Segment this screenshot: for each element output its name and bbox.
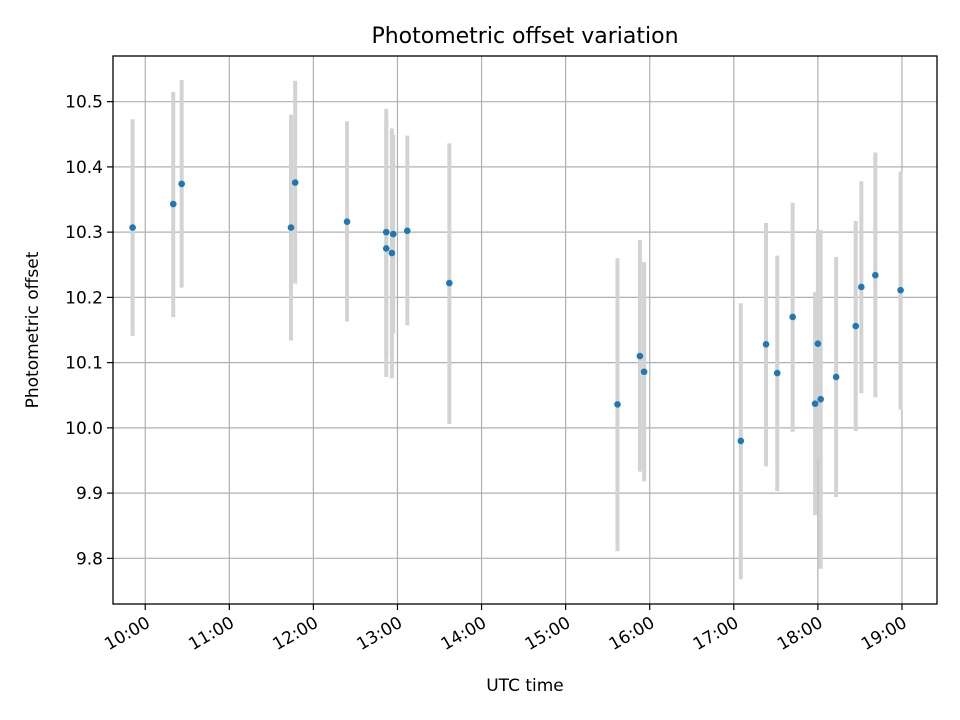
data-point (129, 224, 136, 231)
x-tick-label: 18:00 (774, 613, 826, 655)
data-point (403, 227, 411, 235)
data-point (737, 437, 745, 445)
x-tick-label: 17:00 (690, 613, 742, 655)
x-tick-label: 12:00 (269, 613, 321, 655)
error-bars (130, 80, 903, 580)
x-tick-label: 13:00 (354, 613, 406, 655)
chart-title: Photometric offset variation (371, 24, 678, 49)
x-tick-label: 11:00 (185, 613, 237, 655)
data-point (169, 200, 177, 208)
data-point (789, 313, 796, 321)
data-point (291, 179, 299, 186)
data-point (811, 400, 819, 408)
data-point (382, 228, 390, 236)
grid-lines (113, 56, 937, 604)
data-point (832, 373, 840, 381)
data-point (382, 245, 390, 252)
data-point (636, 352, 644, 360)
data-point (287, 224, 295, 231)
data-point (773, 369, 781, 377)
data-point (640, 368, 648, 376)
x-tick-label: 14:00 (438, 613, 490, 655)
data-point (343, 218, 351, 226)
data-point (446, 279, 453, 287)
x-tick-label: 16:00 (606, 613, 658, 655)
y-tick-label: 10.2 (65, 288, 103, 308)
data-point (817, 395, 824, 403)
x-tick-label: 10:00 (101, 613, 153, 655)
data-point (852, 322, 860, 330)
data-points (129, 179, 904, 445)
data-point (762, 341, 770, 348)
data-point (897, 286, 904, 294)
data-point (178, 180, 185, 188)
y-tick-label: 9.8 (76, 549, 103, 569)
x-axis-ticks: 10:00 11:00 12:00 13:00 14:00 15:00 16:00 17:00… (101, 604, 910, 655)
data-point (388, 249, 396, 257)
y-tick-label: 10.5 (65, 93, 103, 113)
y-tick-label: 10.0 (65, 419, 103, 439)
y-tick-label: 10.4 (65, 158, 103, 178)
data-point (614, 401, 621, 408)
x-tick-label: 15:00 (522, 613, 574, 655)
x-tick-label: 19:00 (858, 613, 910, 655)
data-point (858, 283, 865, 291)
y-axis-label: Photometric offset (23, 251, 43, 408)
y-axis-ticks: 9.8 9.9 10.0 10.1 10.2 10.3 10.4 10.5 (65, 93, 113, 569)
y-tick-label: 9.9 (76, 484, 103, 504)
y-tick-label: 10.3 (65, 223, 103, 243)
x-axis-label: UTC time (486, 676, 564, 696)
data-point (389, 230, 397, 238)
data-point (814, 340, 822, 348)
plot-frame (112, 55, 938, 605)
y-tick-label: 10.1 (65, 354, 103, 374)
data-point (872, 271, 879, 279)
